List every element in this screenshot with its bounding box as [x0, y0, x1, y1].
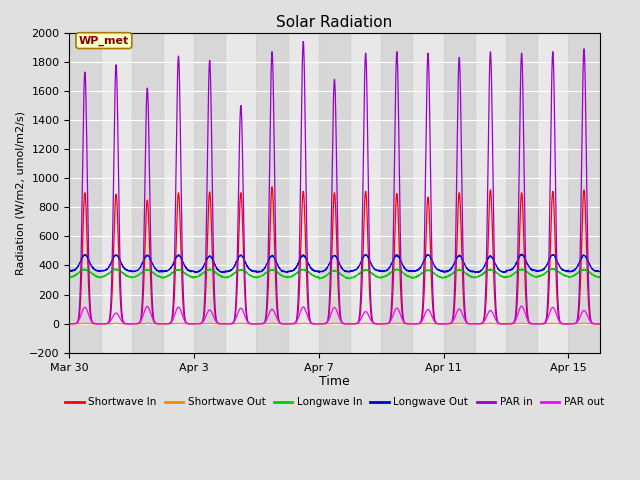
Bar — [506, 33, 537, 353]
Shortwave Out — [484, 321, 492, 326]
Shortwave In — [173, 212, 181, 217]
Bar — [350, 33, 381, 353]
Shortwave Out — [107, 321, 115, 326]
Line: Shortwave In: Shortwave In — [69, 187, 600, 324]
Longwave Out — [107, 260, 115, 265]
Longwave In — [180, 269, 188, 275]
Shortwave Out — [268, 320, 276, 326]
PAR in — [107, 297, 115, 303]
Shortwave Out — [128, 321, 136, 326]
PAR out — [180, 316, 188, 322]
Bar — [568, 33, 600, 353]
Line: Longwave Out: Longwave Out — [69, 254, 600, 273]
Longwave In — [316, 276, 323, 282]
Bar — [257, 33, 287, 353]
Line: PAR out: PAR out — [69, 306, 600, 324]
PAR out — [518, 303, 525, 309]
Bar — [412, 33, 444, 353]
Bar — [444, 33, 475, 353]
Longwave Out — [596, 268, 604, 274]
PAR out — [65, 321, 73, 326]
Bar — [475, 33, 506, 353]
Text: WP_met: WP_met — [79, 36, 129, 46]
Longwave In — [173, 267, 180, 273]
PAR out — [173, 306, 181, 312]
Bar — [132, 33, 163, 353]
PAR out — [483, 312, 491, 318]
Bar — [225, 33, 257, 353]
Bar — [100, 33, 132, 353]
Line: PAR in: PAR in — [69, 42, 600, 324]
Bar — [194, 33, 225, 353]
PAR in — [221, 321, 229, 326]
PAR in — [65, 321, 73, 326]
PAR in — [357, 277, 365, 283]
Longwave Out — [357, 260, 365, 265]
Longwave In — [357, 269, 365, 275]
Shortwave In — [65, 321, 73, 326]
Legend: Shortwave In, Shortwave Out, Longwave In, Longwave Out, PAR in, PAR out: Shortwave In, Shortwave Out, Longwave In… — [61, 393, 608, 411]
Shortwave Out — [65, 321, 73, 326]
Longwave In — [65, 275, 73, 280]
Shortwave Out — [180, 321, 188, 326]
Longwave Out — [472, 270, 479, 276]
PAR in — [180, 301, 188, 307]
Longwave In — [107, 269, 115, 275]
Longwave Out — [65, 268, 73, 274]
Longwave Out — [180, 261, 188, 267]
Shortwave Out — [225, 321, 233, 326]
Bar — [287, 33, 319, 353]
PAR in — [596, 321, 604, 326]
PAR out — [225, 321, 233, 326]
Longwave Out — [483, 257, 491, 263]
Bar — [381, 33, 412, 353]
PAR in — [300, 39, 307, 45]
PAR in — [173, 111, 180, 117]
Shortwave In — [107, 309, 115, 315]
PAR out — [97, 321, 104, 326]
Shortwave In — [596, 321, 604, 326]
Shortwave Out — [357, 321, 365, 326]
Shortwave Out — [596, 321, 604, 326]
Longwave In — [596, 274, 604, 280]
Longwave Out — [225, 268, 232, 274]
Longwave In — [483, 268, 491, 274]
Bar — [319, 33, 350, 353]
Title: Solar Radiation: Solar Radiation — [276, 15, 392, 30]
PAR out — [357, 316, 365, 322]
Shortwave In — [268, 184, 276, 190]
Longwave In — [225, 274, 232, 280]
Bar — [163, 33, 194, 353]
Shortwave In — [225, 321, 233, 326]
Bar — [69, 33, 100, 353]
PAR in — [484, 198, 492, 204]
Shortwave In — [484, 260, 492, 266]
Longwave In — [548, 265, 556, 271]
Shortwave In — [128, 321, 136, 326]
PAR out — [596, 321, 604, 326]
Shortwave Out — [173, 321, 181, 326]
X-axis label: Time: Time — [319, 375, 350, 388]
Longwave Out — [173, 253, 180, 259]
Bar — [537, 33, 568, 353]
Line: Longwave In: Longwave In — [69, 268, 600, 279]
Y-axis label: Radiation (W/m2, umol/m2/s): Radiation (W/m2, umol/m2/s) — [15, 111, 25, 275]
Longwave Out — [518, 251, 525, 257]
PAR out — [108, 317, 115, 323]
Shortwave In — [357, 300, 365, 305]
Shortwave In — [180, 313, 188, 319]
PAR in — [225, 321, 233, 326]
